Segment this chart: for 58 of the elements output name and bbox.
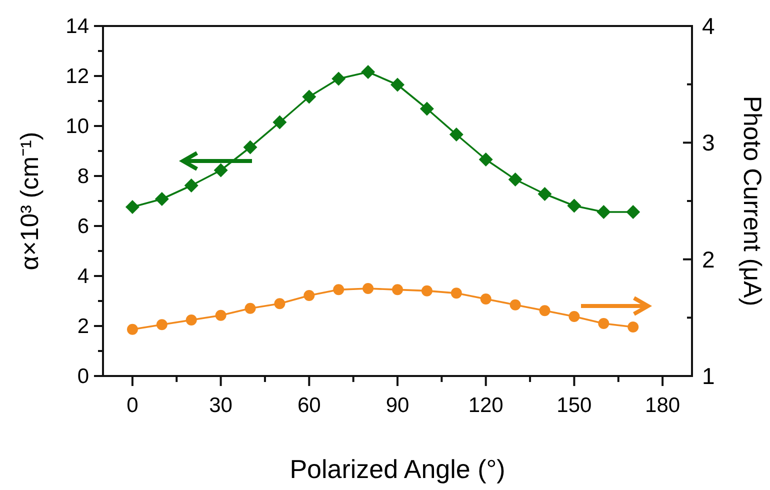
point [392,284,403,296]
y-tick-label: 2 [77,315,89,338]
x-tick-label: 90 [386,394,410,417]
point [480,294,492,304]
point [272,115,287,130]
point [539,305,550,316]
point [274,298,286,310]
y-tick-label: 10 [66,115,89,138]
y-tick-label: 6 [77,215,89,238]
point [186,314,197,326]
point [596,205,611,219]
y-tick-label: 8 [77,165,89,188]
point [508,172,522,186]
y-tick-label: 14 [66,15,90,38]
point [156,319,168,330]
point [154,192,169,206]
x-tick-label: 30 [209,394,232,417]
point [184,178,198,192]
point [243,140,258,154]
point [568,311,580,322]
y2-tick-label: 4 [702,13,715,39]
point [214,163,228,178]
y2-axis-title: Photo Current (μA) [738,96,766,306]
point [450,288,462,299]
point [361,65,376,79]
x-tick-label: 0 [126,394,138,417]
y-tick-label: 0 [77,365,89,388]
x-axis-title: Polarized Angle (°) [290,454,506,484]
point [244,302,256,314]
y2-tick-label: 2 [702,246,715,272]
y2-tick-label: 1 [702,363,715,389]
point [420,102,434,116]
point [598,318,610,329]
point [215,310,226,321]
x-tick-label: 180 [645,394,680,417]
x-tick-label: 120 [468,394,504,417]
point [567,198,582,213]
point [538,187,552,201]
point [510,299,521,310]
point [478,152,493,166]
point [628,322,639,332]
point [449,128,464,142]
y-axis-title: α×10³ (cm⁻¹) [16,132,44,270]
point [302,90,316,104]
point [126,324,138,335]
point [390,78,404,92]
point [626,205,640,219]
point [332,72,346,86]
y-tick-label: 4 [77,265,90,288]
point [125,200,140,214]
point [333,284,344,296]
point [421,285,432,296]
y-tick-label: 12 [66,65,89,88]
y2-tick-label: 3 [702,130,715,156]
x-tick-label: 60 [297,394,321,417]
x-tick-label: 150 [556,394,592,417]
point [362,283,374,294]
point [304,290,315,301]
